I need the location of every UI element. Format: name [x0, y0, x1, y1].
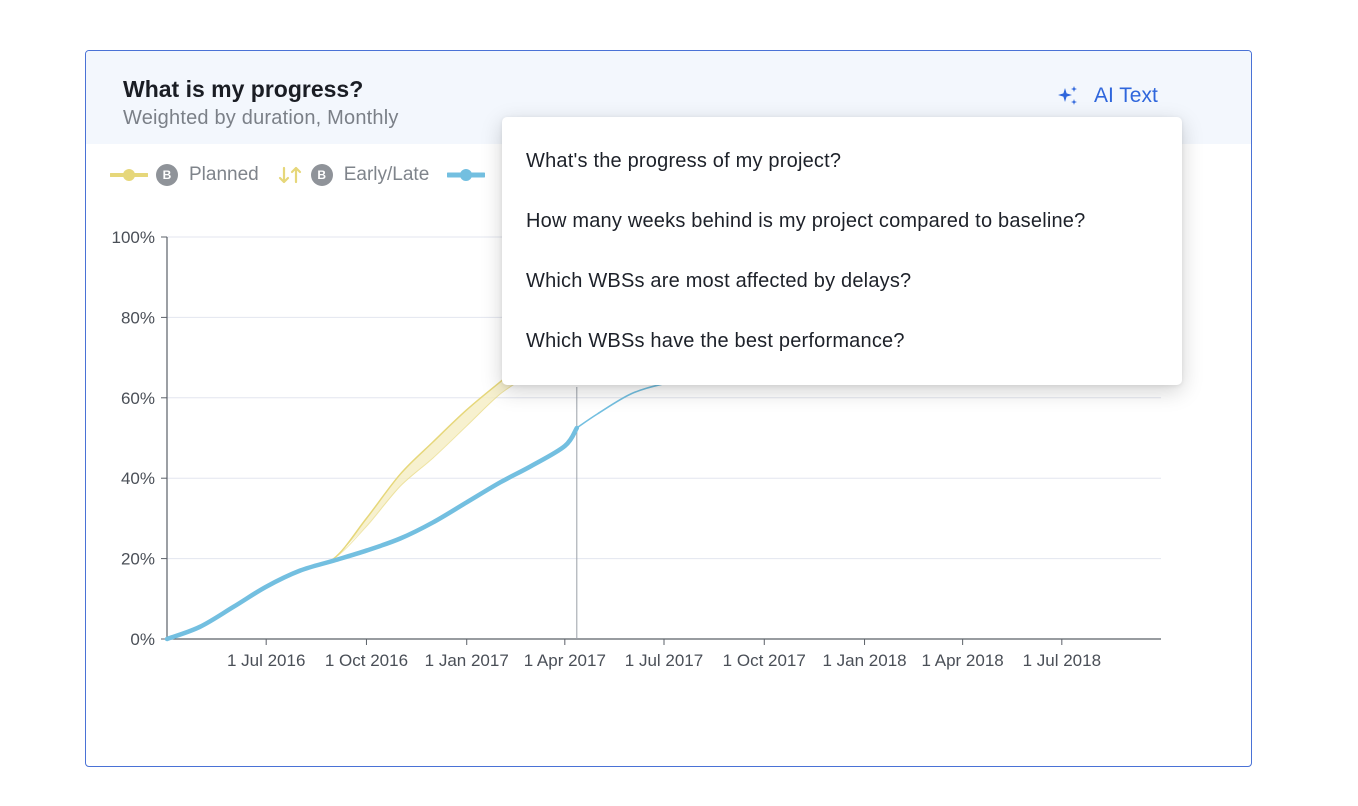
- card-subtitle: Weighted by duration, Monthly: [123, 107, 399, 129]
- forecast-line: [576, 376, 698, 429]
- menu-item-weeks-behind[interactable]: How many weeks behind is my project comp…: [526, 210, 1086, 232]
- x-tick-label: 1 Jul 2016: [227, 651, 305, 670]
- x-tick-label: 1 Apr 2017: [524, 651, 606, 670]
- legend-item-planned[interactable]: B Planned: [110, 164, 259, 186]
- legend-label-planned: Planned: [189, 164, 259, 185]
- ai-question-menu: What's the progress of my project? How m…: [502, 117, 1182, 385]
- sparkles-icon: [1056, 84, 1080, 108]
- menu-item-progress[interactable]: What's the progress of my project?: [526, 150, 842, 172]
- y-tick-label: 100%: [112, 228, 155, 247]
- ai-text-button[interactable]: AI Text: [1056, 81, 1158, 111]
- x-tick-label: 1 Jan 2018: [822, 651, 906, 670]
- x-tick-label: 1 Oct 2016: [325, 651, 408, 670]
- up-down-arrows-icon: [278, 166, 301, 184]
- x-tick-label: 1 Jul 2017: [625, 651, 703, 670]
- actual-line: [164, 425, 580, 642]
- x-tick-label: 1 Jan 2017: [425, 651, 509, 670]
- x-tick-label: 1 Oct 2017: [723, 651, 806, 670]
- chart-legend: B Planned B Early/Late: [110, 162, 511, 188]
- line-dot-icon: [110, 169, 148, 181]
- baseline-badge: B: [156, 164, 178, 186]
- ai-text-label: AI Text: [1094, 84, 1158, 107]
- line-dot-icon: [447, 169, 486, 181]
- y-tick-label: 0%: [130, 630, 155, 649]
- y-tick-label: 40%: [121, 469, 155, 488]
- baseline-badge: B: [310, 164, 333, 186]
- menu-item-best-wbs[interactable]: Which WBSs have the best performance?: [526, 330, 905, 352]
- menu-item-affected-wbs[interactable]: Which WBSs are most affected by delays?: [526, 270, 912, 292]
- early-late-band: [299, 357, 532, 571]
- x-tick-label: 1 Apr 2018: [922, 651, 1004, 670]
- early-late-lower-line: [299, 373, 532, 572]
- legend-item-early-late[interactable]: B Early/Late: [277, 164, 430, 186]
- y-tick-label: 20%: [121, 550, 155, 569]
- legend-label-early-late: Early/Late: [343, 164, 430, 185]
- legend-item-actual[interactable]: [447, 168, 493, 182]
- x-tick-label: 1 Jul 2018: [1023, 651, 1101, 670]
- card-title: What is my progress?: [123, 76, 364, 102]
- y-tick-label: 80%: [121, 308, 155, 327]
- y-tick-label: 60%: [121, 389, 155, 408]
